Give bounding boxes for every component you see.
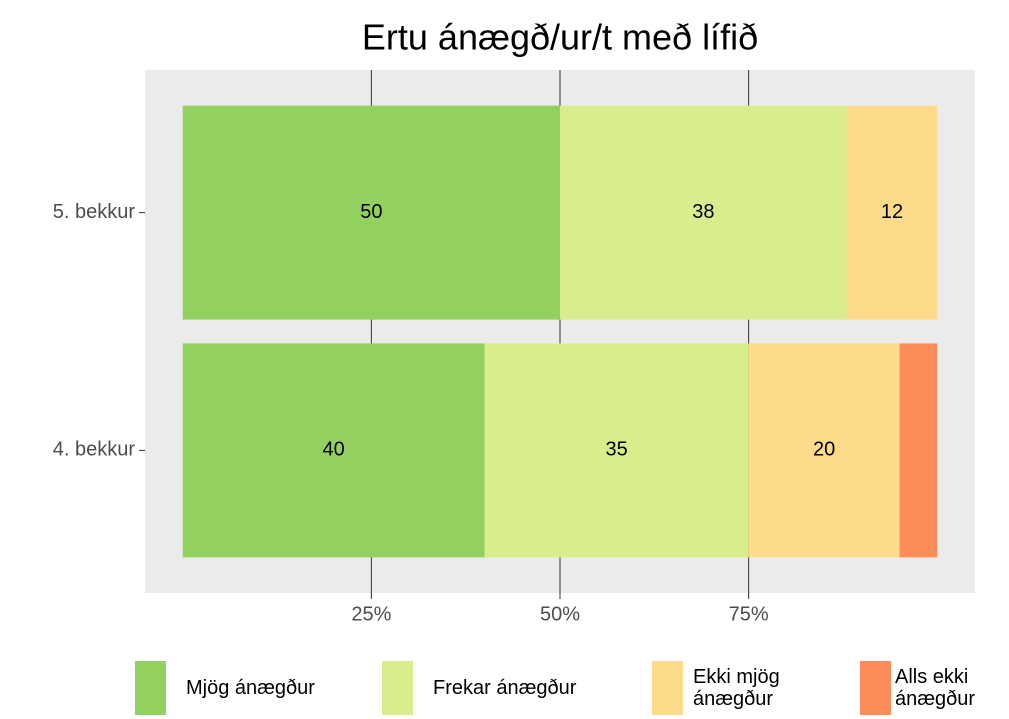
bar-segment (846, 105, 938, 320)
bar-segment (748, 343, 900, 558)
bar-segment (182, 343, 485, 558)
legend-item: Mjög ánægður (135, 661, 386, 715)
legend-label: Alls ekki ánægður (895, 666, 976, 710)
legend-item: Ekki mjög ánægður (652, 661, 803, 715)
legend-item: Frekar ánægður (382, 661, 653, 715)
legend-key (382, 661, 413, 715)
data-label: 38 (692, 201, 714, 223)
x-tick-label: 50% (540, 603, 580, 625)
bar-segment (899, 343, 938, 558)
legend-key (860, 661, 891, 715)
legend-key (135, 661, 166, 715)
x-tick-label: 25% (351, 603, 391, 625)
data-label: 12 (881, 201, 903, 223)
bar-segment (560, 105, 847, 320)
chart-title: Ertu ánægð/ur/t með lífið (362, 17, 758, 58)
x-tick-label: 75% (729, 603, 769, 625)
legend-key (652, 661, 683, 715)
bar-segment (484, 343, 749, 558)
legend-item: Alls ekki ánægður (860, 661, 1005, 715)
legend-label: Ekki mjög ánægður (693, 666, 780, 710)
legend-label: Mjög ánægður (186, 677, 315, 699)
data-label: 50 (360, 201, 382, 223)
data-label: 35 (605, 439, 627, 461)
data-label: 40 (323, 439, 345, 461)
y-tick-label: 4. bekkur (53, 439, 136, 461)
data-label: 20 (813, 439, 835, 461)
y-tick-label: 5. bekkur (53, 201, 136, 223)
chart: Ertu ánægð/ur/t með lífið 25% 50% 75% 5. be… (53, 17, 975, 625)
legend-label: Frekar ánægður (433, 677, 577, 699)
bar-segment (182, 105, 560, 320)
